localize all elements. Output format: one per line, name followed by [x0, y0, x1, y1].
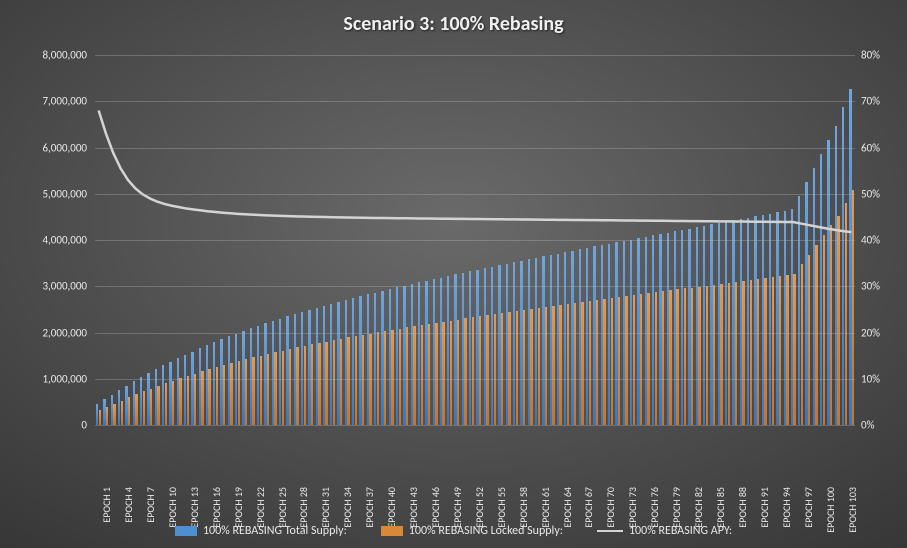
y-right-label: 80% [861, 49, 901, 62]
x-label: EPOCH 88 [736, 487, 749, 528]
y-left-label: 7,000,000 [27, 95, 87, 108]
y-left-label: 2,000,000 [27, 326, 87, 339]
x-label: EPOCH 49 [451, 487, 464, 528]
x-label: EPOCH 19 [232, 487, 245, 528]
x-label: EPOCH 76 [648, 487, 661, 528]
x-label: EPOCH 79 [670, 487, 683, 528]
legend-swatch-apy [597, 530, 623, 532]
gridline [95, 240, 855, 241]
y-right-label: 50% [861, 187, 901, 200]
legend: 100% REBASING Total Supply: 100% REBASIN… [0, 524, 907, 538]
x-label: EPOCH 58 [517, 487, 530, 528]
gridline [95, 101, 855, 102]
x-label: EPOCH 82 [692, 487, 705, 528]
gridline [95, 286, 855, 287]
x-label: EPOCH 94 [780, 487, 793, 528]
y-left-label: 5,000,000 [27, 187, 87, 200]
x-label: EPOCH 85 [714, 487, 727, 528]
gridline [95, 148, 855, 149]
chart-container: Scenario 3: 100% Rebasing 00%1,000,00010… [0, 0, 907, 548]
x-label: EPOCH 46 [429, 487, 442, 528]
x-label: EPOCH 16 [210, 487, 223, 528]
legend-swatch-total [175, 526, 197, 536]
x-label: EPOCH 34 [341, 487, 354, 528]
y-left-label: 8,000,000 [27, 49, 87, 62]
legend-item-total: 100% REBASING Total Supply: [175, 524, 347, 538]
gridline [95, 333, 855, 334]
gridline [95, 55, 855, 56]
y-right-label: 20% [861, 326, 901, 339]
x-label: EPOCH 37 [363, 487, 376, 528]
y-left-label: 6,000,000 [27, 141, 87, 154]
y-right-label: 70% [861, 95, 901, 108]
legend-swatch-locked [381, 526, 403, 536]
y-left-label: 4,000,000 [27, 234, 87, 247]
x-label: EPOCH 43 [407, 487, 420, 528]
chart-title: Scenario 3: 100% Rebasing [0, 12, 907, 36]
x-label: EPOCH 31 [319, 487, 332, 528]
x-label: EPOCH 52 [473, 487, 486, 528]
legend-item-locked: 100% REBASING Locked Supply: [381, 524, 563, 538]
x-label: EPOCH 25 [276, 487, 289, 528]
legend-label-total: 100% REBASING Total Supply: [203, 524, 347, 538]
legend-label-locked: 100% REBASING Locked Supply: [409, 524, 563, 538]
x-label: EPOCH 61 [539, 487, 552, 528]
y-right-label: 0% [861, 419, 901, 432]
x-label: EPOCH 4 [122, 487, 135, 523]
apy-line [99, 111, 852, 233]
plot-area: 00%1,000,00010%2,000,00020%3,000,00030%4… [95, 55, 855, 425]
y-left-label: 0 [27, 419, 87, 432]
x-label: EPOCH 7 [144, 487, 157, 523]
legend-item-apy: 100% REBASING APY: [597, 524, 732, 538]
legend-label-apy: 100% REBASING APY: [629, 524, 732, 538]
y-right-label: 60% [861, 141, 901, 154]
x-label: EPOCH 64 [561, 487, 574, 528]
x-label: EPOCH 97 [802, 487, 815, 528]
x-label: EPOCH 91 [758, 487, 771, 528]
gridline [95, 379, 855, 380]
x-label: EPOCH 70 [604, 487, 617, 528]
x-label: EPOCH 10 [166, 487, 179, 528]
x-label: EPOCH 13 [188, 487, 201, 528]
y-right-label: 40% [861, 234, 901, 247]
gridline [95, 194, 855, 195]
x-label: EPOCH 73 [626, 487, 639, 528]
x-axis-labels: EPOCH 1EPOCH 4EPOCH 7EPOCH 10EPOCH 13EPO… [95, 425, 855, 500]
y-left-label: 1,000,000 [27, 372, 87, 385]
y-left-label: 3,000,000 [27, 280, 87, 293]
x-label: EPOCH 67 [582, 487, 595, 528]
y-right-label: 10% [861, 372, 901, 385]
x-label: EPOCH 22 [254, 487, 267, 528]
x-label: EPOCH 1 [100, 487, 113, 523]
y-right-label: 30% [861, 280, 901, 293]
x-label: EPOCH 28 [297, 487, 310, 528]
x-label: EPOCH 55 [495, 487, 508, 528]
x-label: EPOCH 40 [385, 487, 398, 528]
